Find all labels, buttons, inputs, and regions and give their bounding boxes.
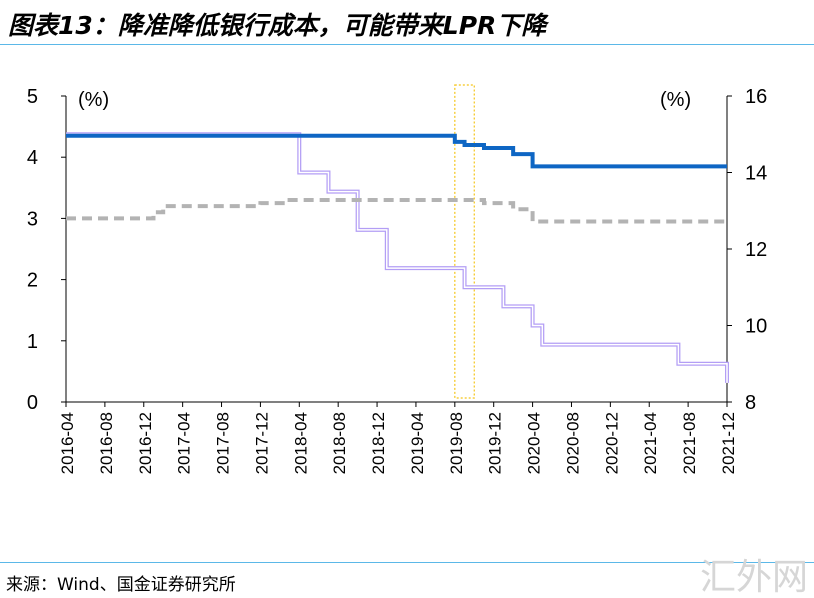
- x-tick-label: 2021-08: [680, 412, 699, 474]
- source-note: 来源：Wind、国金证券研究所: [6, 575, 236, 595]
- lpr-line: [66, 133, 727, 169]
- left-unit-label: (%): [78, 89, 109, 111]
- x-tick-label: 2017-08: [214, 412, 233, 474]
- x-tick-label: 2019-12: [486, 412, 505, 474]
- x-tick-label: 2020-08: [563, 412, 582, 474]
- x-tick-label: 2018-12: [369, 412, 388, 474]
- x-tick-label: 2021-12: [719, 412, 738, 474]
- x-tick-label: 2016-04: [58, 412, 77, 474]
- title-divider: [0, 44, 814, 45]
- right-tick-label: 8: [745, 392, 756, 414]
- x-tick-label: 2019-08: [447, 412, 466, 474]
- right-tick-label: 12: [745, 239, 767, 261]
- x-tick-label: 2019-04: [408, 412, 427, 474]
- right-tick-label: 14: [745, 163, 767, 185]
- left-tick-label: 3: [27, 208, 38, 230]
- x-tick-label: 2016-08: [97, 412, 116, 474]
- x-tick-label: 2017-12: [252, 412, 271, 474]
- right-tick-label: 10: [745, 316, 767, 338]
- right-tick-label: 16: [745, 86, 767, 108]
- rrr-line-outer: [66, 132, 729, 383]
- left-tick-label: 2: [27, 270, 38, 292]
- x-tick-label: 2018-08: [330, 412, 349, 474]
- source-divider: [0, 562, 814, 563]
- mlf-line: [66, 198, 727, 224]
- x-tick-label: 2016-12: [136, 412, 155, 474]
- rrr-line-inner: [66, 133, 728, 383]
- x-tick-label: 2018-04: [291, 412, 310, 474]
- left-tick-label: 1: [27, 331, 38, 353]
- highlight-box: [454, 84, 475, 399]
- left-tick-label: 0: [27, 392, 38, 414]
- x-tick-label: 2020-12: [602, 412, 621, 474]
- left-tick-label: 5: [27, 86, 38, 108]
- watermark-logo: 汇外网: [699, 557, 808, 598]
- x-tick-label: 2020-04: [525, 412, 544, 474]
- x-tick-label: 2021-04: [641, 412, 660, 474]
- right-unit-label: (%): [660, 89, 691, 111]
- x-tick-label: 2017-04: [175, 412, 194, 474]
- figure-title: 图表13：降准降低银行成本，可能带来LPR下降: [8, 11, 547, 40]
- left-tick-label: 4: [27, 147, 38, 169]
